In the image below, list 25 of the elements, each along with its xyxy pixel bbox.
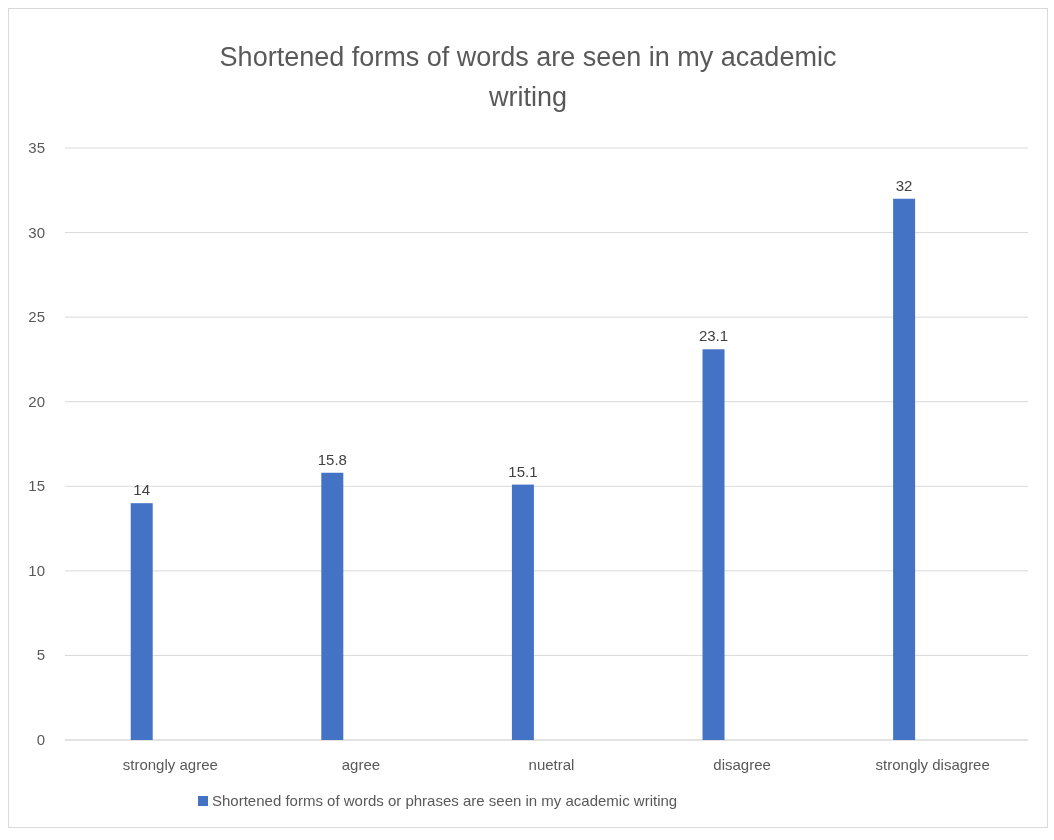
- y-tick-label: 25: [28, 308, 45, 326]
- y-tick-label: 30: [28, 223, 45, 241]
- y-tick-label: 0: [36, 731, 45, 748]
- bar: [321, 472, 344, 740]
- x-tick-label: strongly agree: [122, 756, 218, 773]
- y-tick-label: 5: [36, 646, 45, 664]
- data-label: 15.8: [317, 450, 347, 468]
- bar: [893, 198, 916, 740]
- y-tick-label: 35: [28, 139, 45, 156]
- bar: [130, 503, 153, 740]
- x-tick-label: disagree: [713, 756, 771, 773]
- x-tick-label: strongly disagree: [875, 756, 990, 773]
- bar: [702, 349, 725, 740]
- data-label: 15.1: [508, 462, 538, 480]
- x-tick-label: agree: [341, 756, 381, 773]
- data-label: 32: [895, 176, 913, 194]
- data-label: 14: [133, 481, 151, 499]
- chart-title: Shortened forms of words are seen in my academic writing: [219, 42, 837, 112]
- y-tick-label: 10: [28, 561, 45, 579]
- legend-label: Shortened forms of words or phrases are seen in my academic writing: [212, 792, 678, 809]
- y-tick-label: 20: [28, 392, 45, 410]
- y-tick-label: 15: [28, 477, 45, 495]
- data-label: 23.1: [698, 327, 729, 345]
- bar: [511, 484, 534, 740]
- x-tick-label: nuetral: [528, 756, 575, 773]
